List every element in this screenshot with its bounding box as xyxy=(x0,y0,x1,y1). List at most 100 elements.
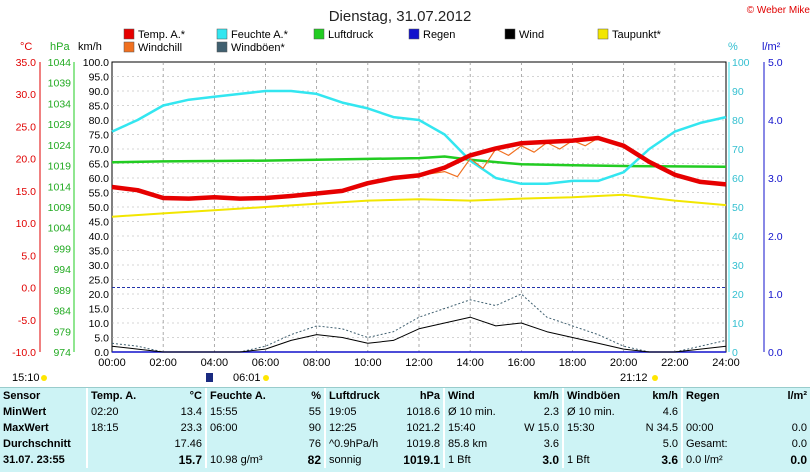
stats-press-time: sonnig xyxy=(324,452,392,468)
humidity-tick-label: 80 xyxy=(732,115,744,127)
stats-press-time: 19:05 xyxy=(324,404,392,420)
rain-unit-label: l/m² xyxy=(762,41,781,53)
legend-label: Luftdruck xyxy=(328,29,374,41)
stats-row: MaxWert 18:15 23.3 06:00 90 12:25 1021.2 15:40 W… xyxy=(0,420,810,436)
wind-tick-label: 65.0 xyxy=(89,159,110,171)
stats-hum-value: 76 xyxy=(308,438,321,450)
rain-header: Regen xyxy=(681,388,749,404)
legend-swatch xyxy=(504,28,516,40)
series-line-taupunkt xyxy=(111,193,727,218)
temp-tick-label: -5.0 xyxy=(18,315,36,327)
time-tick-label: 14:00 xyxy=(456,357,484,369)
stats-press-time: 12:25 xyxy=(324,420,392,436)
stats-table: Sensor Temp. A. °C Feuchte A. % Luftdruc… xyxy=(0,388,810,468)
sun-icon xyxy=(263,375,269,381)
time-tick-label: 06:00 xyxy=(252,357,280,369)
legend-label: Regen xyxy=(423,29,455,41)
wind-tick-label: 30.0 xyxy=(89,260,110,272)
legend-swatch xyxy=(408,28,420,40)
stats-press-value: 1018.6 xyxy=(406,406,440,418)
stats-gust-value: 3.6 xyxy=(661,453,678,467)
legend: Temp. A.* Feuchte A.* Luftdruck Regen Wind Ta… xyxy=(123,28,662,54)
legend-label: Wind xyxy=(519,29,544,41)
temp-unit-label: °C xyxy=(20,41,32,53)
wind-tick-label: 5.0 xyxy=(94,333,109,345)
stats-row-label: MaxWert xyxy=(3,422,49,434)
press-unit: hPa xyxy=(419,390,440,402)
grid xyxy=(111,61,727,353)
wind-unit: km/h xyxy=(533,390,559,402)
stats-temp-value: 13.4 xyxy=(180,406,202,418)
stats-rain-time: 00:00 xyxy=(681,420,749,436)
pressure-tick-label: 994 xyxy=(53,264,71,276)
stats-wind-value: W 15.0 xyxy=(524,422,559,434)
stats-body: MinWert 02:20 13.4 15:55 55 19:05 1018.6 Ø 10 m… xyxy=(0,404,810,468)
axes: °C hPa km/h% l/m² 35.0 30.0 25.0 20.0 15.0 10.0 5.… xyxy=(12,41,783,369)
chart-title: Dienstag, 31.07.2012 xyxy=(329,8,472,25)
wind-tick-label: 80.0 xyxy=(89,115,110,127)
temp-tick-label: -10.0 xyxy=(12,347,36,359)
temp-tick-label: 15.0 xyxy=(16,186,37,198)
stats-temp-time xyxy=(86,452,149,468)
stats-rain-time xyxy=(681,404,749,420)
legend-label: Taupunkt* xyxy=(612,29,662,41)
humidity-tick-label: 50 xyxy=(732,202,744,214)
rain-tick-label: 4.0 xyxy=(768,115,783,127)
time-tick-label: 12:00 xyxy=(405,357,433,369)
stats-gust-value: 5.0 xyxy=(662,438,678,450)
legend-swatch xyxy=(123,28,135,40)
stats-row-label: Durchschnitt xyxy=(3,438,71,450)
temp-tick-label: 0.0 xyxy=(21,283,36,295)
stats-temp-value: 15.7 xyxy=(178,453,202,467)
stats-wind-time: 15:40 xyxy=(443,420,506,436)
rain-tick-label: 0.0 xyxy=(768,347,783,359)
pressure-tick-label: 984 xyxy=(53,306,71,318)
pressure-tick-label: 989 xyxy=(53,285,71,297)
pressure-unit-label: hPa xyxy=(50,41,70,53)
stats-temp-value: 17.46 xyxy=(174,438,202,450)
time-tick-label: 22:00 xyxy=(661,357,689,369)
stats-gust-value: N 34.5 xyxy=(645,422,678,434)
stats-row-label: MinWert xyxy=(3,406,47,418)
pressure-tick-label: 1019 xyxy=(48,161,72,173)
humidity-tick-label: 40 xyxy=(732,231,744,243)
humidity-tick-label: 0 xyxy=(732,347,738,359)
series-line-tempa xyxy=(111,135,727,201)
time-tick-label: 00:00 xyxy=(98,357,126,369)
stats-press-time: ^0.9hPa/h xyxy=(324,436,392,452)
legend-label: Windböen* xyxy=(231,42,286,54)
stats-gust-time: 1 Bft xyxy=(562,452,630,468)
wind-tick-label: 90.0 xyxy=(89,86,110,98)
stats-hum-time: 15:55 xyxy=(205,404,283,420)
stats-temp-time: 18:15 xyxy=(86,420,149,436)
wind-header: Wind xyxy=(443,388,506,404)
time-tick-label: 18:00 xyxy=(559,357,587,369)
time-tick-label: 02:00 xyxy=(149,357,177,369)
temp-tick-label: 35.0 xyxy=(16,57,37,69)
wind-tick-label: 15.0 xyxy=(89,304,110,316)
pressure-tick-label: 1014 xyxy=(48,181,72,193)
pressure-tick-label: 1044 xyxy=(48,57,72,69)
humidity-unit-label: % xyxy=(728,41,738,53)
wind-tick-label: 40.0 xyxy=(89,231,110,243)
wind-tick-label: 60.0 xyxy=(89,173,110,185)
temp-tick-label: 25.0 xyxy=(16,121,37,133)
stats-rain-value: 0.0 xyxy=(791,422,807,434)
sensor-header: Sensor xyxy=(3,390,41,402)
stats-press-value: 1019.8 xyxy=(406,438,440,450)
stats-hum-time: 10.98 g/m³ xyxy=(205,452,283,468)
pressure-tick-label: 1004 xyxy=(48,223,72,235)
time-tick-label: 16:00 xyxy=(508,357,536,369)
wind-tick-label: 20.0 xyxy=(89,289,110,301)
stats-wind-value: 2.3 xyxy=(543,406,559,418)
moon-icon xyxy=(206,373,213,382)
stats-wind-value: 3.6 xyxy=(543,438,559,450)
moon-label: 06:01 xyxy=(233,372,261,384)
pressure-tick-label: 979 xyxy=(53,326,71,338)
stats-row-label: 31.07. 23:55 xyxy=(3,454,65,466)
stats-wind-time: 1 Bft xyxy=(443,452,506,468)
legend-swatch xyxy=(313,28,325,40)
wind-tick-label: 0.0 xyxy=(94,347,109,359)
humidity-tick-label: 60 xyxy=(732,173,744,185)
legend-label: Temp. A.* xyxy=(138,29,186,41)
